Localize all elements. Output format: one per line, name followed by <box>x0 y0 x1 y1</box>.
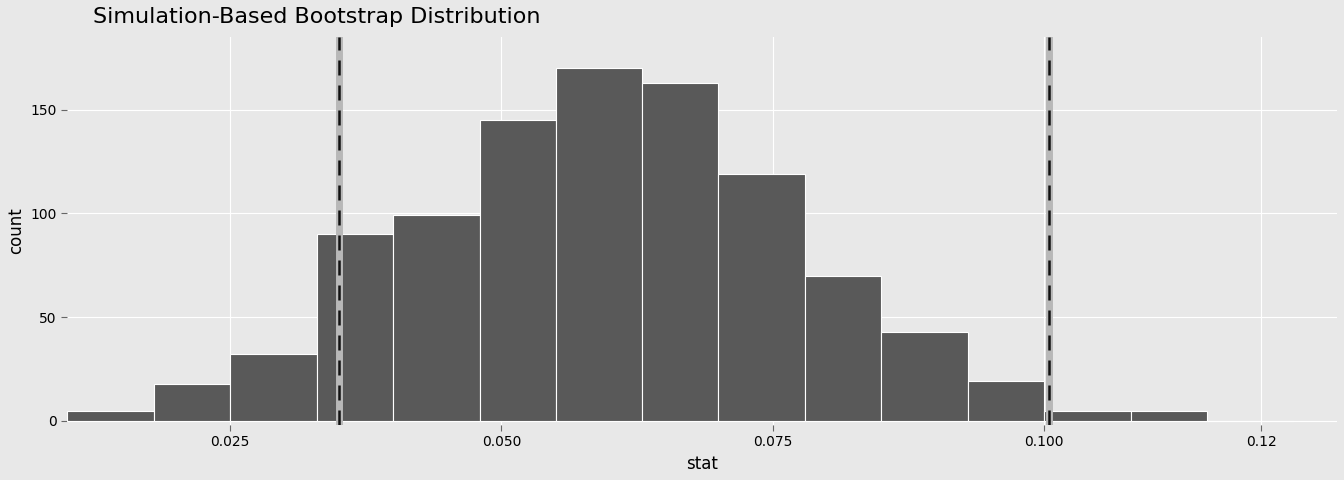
Bar <box>155 384 230 421</box>
Bar <box>968 382 1044 421</box>
Bar <box>642 83 719 421</box>
Bar <box>882 332 968 421</box>
Y-axis label: count: count <box>7 207 26 254</box>
Bar <box>1130 410 1207 421</box>
Bar <box>67 410 155 421</box>
Bar <box>230 355 317 421</box>
Bar <box>805 276 882 421</box>
Bar <box>392 216 480 421</box>
X-axis label: stat: stat <box>687 455 718 473</box>
Text: Simulation-Based Bootstrap Distribution: Simulation-Based Bootstrap Distribution <box>93 7 540 27</box>
Bar <box>317 234 392 421</box>
Bar <box>719 174 805 421</box>
Bar <box>480 120 555 421</box>
Bar <box>1044 410 1130 421</box>
Bar <box>555 68 642 421</box>
